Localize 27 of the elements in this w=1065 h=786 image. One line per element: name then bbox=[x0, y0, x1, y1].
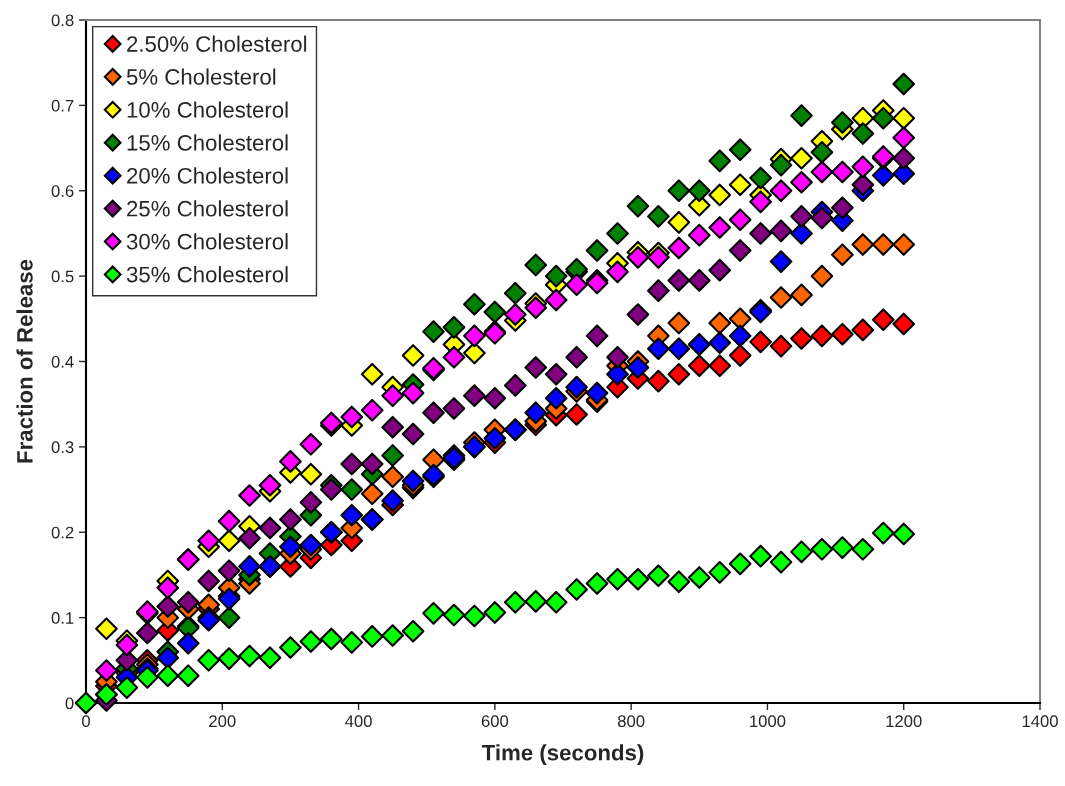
x-tick-label: 1000 bbox=[750, 715, 786, 728]
x-axis-title: Time (seconds) bbox=[481, 744, 644, 765]
y-tick-label: 0.3 bbox=[51, 441, 74, 454]
y-tick-label: 0.2 bbox=[51, 526, 74, 539]
y-tick-label: 0.6 bbox=[51, 185, 74, 197]
x-tick-label: 400 bbox=[345, 715, 372, 728]
legend-label: 20% Cholesterol bbox=[127, 167, 288, 184]
x-tick-label: 1400 bbox=[1022, 715, 1058, 728]
legend-label: 15% Cholesterol bbox=[127, 134, 288, 151]
x-tick-label: 600 bbox=[481, 715, 509, 728]
y-tick-label: 0 bbox=[65, 697, 74, 710]
y-tick-label: 0.8 bbox=[51, 14, 74, 27]
legend-label: 2.50% Cholesterol bbox=[127, 35, 307, 52]
x-tick-label: 0 bbox=[82, 715, 90, 728]
legend-label: 30% Cholesterol bbox=[126, 233, 288, 250]
y-tick-label: 0.7 bbox=[51, 99, 74, 112]
legend-label: 5% Cholesterol bbox=[126, 68, 276, 85]
y-tick-label: 0.1 bbox=[51, 612, 74, 624]
legend-label: 10% Cholesterol bbox=[127, 101, 288, 118]
x-tick-label: 800 bbox=[617, 715, 645, 728]
x-tick-label: 200 bbox=[209, 715, 236, 728]
legend-label: 25% Cholesterol bbox=[127, 200, 288, 217]
y-axis-title: Fraction of Release bbox=[16, 259, 33, 463]
x-tick-label: 1200 bbox=[886, 715, 922, 728]
legend-label: 35% Cholesterol bbox=[126, 266, 288, 283]
y-tick-label: 0.5 bbox=[51, 270, 74, 283]
y-tick-label: 0.4 bbox=[51, 355, 74, 368]
